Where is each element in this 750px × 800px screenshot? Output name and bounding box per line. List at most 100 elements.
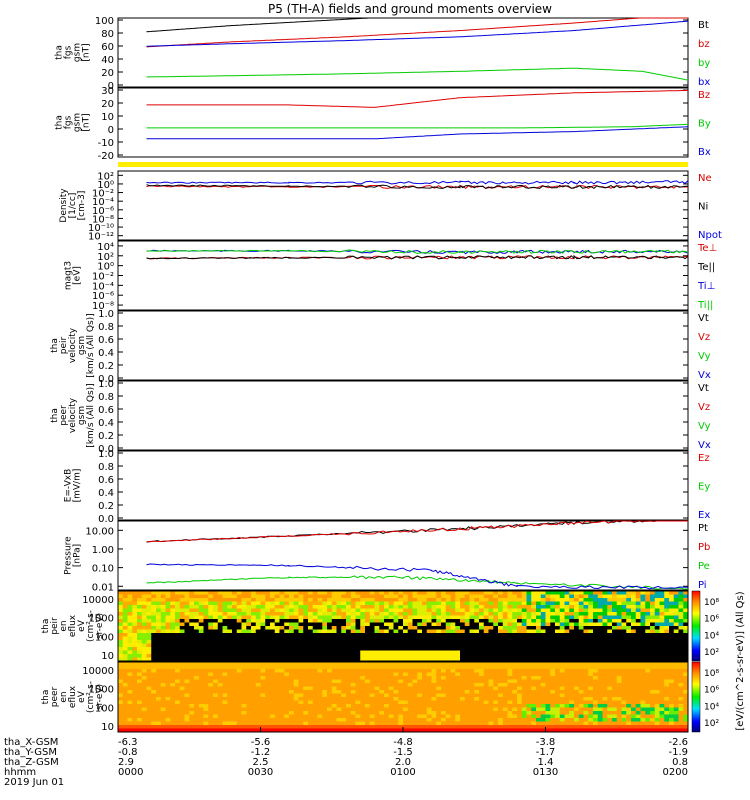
heatmap-cell — [312, 619, 318, 623]
heatmap-cell — [355, 718, 361, 722]
heatmap-cell — [464, 693, 470, 698]
heatmap-cell — [127, 608, 133, 613]
heatmap-cell — [393, 686, 399, 691]
heatmap-cell — [293, 633, 299, 637]
heatmap-cell — [175, 707, 181, 712]
y-tick-label: 100 — [95, 632, 114, 643]
heatmap-cell — [654, 636, 660, 641]
heatmap-cell — [616, 612, 622, 616]
heatmap-cell — [407, 686, 413, 691]
heatmap-cell — [574, 605, 580, 609]
heatmap-cell — [498, 714, 504, 719]
heatmap-cell — [284, 622, 290, 627]
heatmap-cell — [127, 669, 133, 673]
heatmap-cell — [631, 665, 637, 670]
heatmap-cell — [540, 665, 546, 670]
heatmap-cell — [607, 626, 613, 630]
heatmap-cell — [436, 665, 442, 670]
heatmap-cell — [369, 640, 375, 644]
legend-Bx: Bx — [698, 147, 711, 158]
heatmap-cell — [412, 714, 418, 719]
heatmap-cell — [365, 679, 371, 684]
y-tick-label: 40 — [101, 55, 114, 66]
heatmap-cell — [626, 725, 632, 729]
heatmap-cell — [393, 622, 399, 627]
heatmap-cell — [479, 633, 485, 637]
heatmap-cell — [621, 626, 627, 630]
heatmap-cell — [156, 650, 162, 655]
heatmap-cell — [298, 615, 304, 620]
heatmap-cell — [659, 697, 665, 701]
heatmap-cell — [550, 690, 556, 694]
heatmap-cell — [498, 683, 504, 687]
heatmap-cell — [284, 676, 290, 680]
y-axis-label-line: [nPa] — [73, 544, 83, 567]
heatmap-cell — [574, 626, 580, 630]
heatmap-cell — [669, 633, 675, 637]
heatmap-cell — [350, 615, 356, 620]
heatmap-cell — [355, 672, 361, 677]
heatmap-cell — [151, 640, 157, 644]
heatmap-cell — [369, 619, 375, 623]
heatmap-cell — [441, 622, 447, 627]
heatmap-cell — [650, 654, 656, 658]
y-axis-label-line: velocity — [68, 397, 78, 433]
heatmap-cell — [255, 612, 261, 616]
heatmap-cell — [436, 615, 442, 620]
heatmap-cell — [635, 690, 641, 694]
heatmap-cell — [179, 594, 185, 599]
heatmap-cell — [455, 594, 461, 599]
heatmap-cell — [298, 647, 304, 651]
heatmap-cell — [122, 591, 128, 595]
heatmap-cell — [436, 662, 442, 666]
heatmap-cell — [412, 647, 418, 651]
heatmap-cell — [160, 594, 166, 599]
heatmap-cell — [521, 608, 527, 613]
heatmap-cell — [412, 612, 418, 616]
heatmap-cell — [673, 686, 679, 691]
heatmap-cell — [626, 636, 632, 641]
heatmap-cell — [184, 598, 190, 602]
heatmap-cell — [279, 707, 285, 712]
heatmap-cell — [669, 647, 675, 651]
heatmap-cell — [350, 707, 356, 712]
heatmap-cell — [654, 612, 660, 616]
y-tick-label: 1.0 — [98, 379, 114, 390]
heatmap-cell — [265, 672, 271, 677]
heatmap-cell — [384, 640, 390, 644]
heatmap-cell — [593, 629, 599, 634]
heatmap-cell — [469, 672, 475, 677]
heatmap-cell — [483, 654, 489, 658]
heatmap-cell — [426, 711, 432, 715]
heatmap-cell — [574, 676, 580, 680]
heatmap-cell — [498, 636, 504, 641]
heatmap-cell — [213, 693, 219, 698]
heatmap-cell — [322, 629, 328, 634]
heatmap-cell — [540, 591, 546, 595]
heatmap-cell — [517, 700, 523, 705]
heatmap-cell — [255, 598, 261, 602]
heatmap-cell — [146, 591, 152, 595]
heatmap-cell — [578, 665, 584, 670]
heatmap-cell — [488, 633, 494, 637]
heatmap-cell — [165, 711, 171, 715]
heatmap-cell — [255, 714, 261, 719]
heatmap-cell — [308, 636, 314, 641]
heatmap-cell — [612, 608, 618, 613]
heatmap-cell — [260, 650, 266, 655]
heatmap-cell — [464, 629, 470, 634]
heatmap-cell — [388, 693, 394, 698]
heatmap-cell — [308, 693, 314, 698]
heatmap-cell — [659, 690, 665, 694]
heatmap-cell — [198, 676, 204, 680]
heatmap-cell — [583, 718, 589, 722]
heatmap-cell — [664, 591, 670, 595]
heatmap-cell — [274, 626, 280, 630]
heatmap-cell — [436, 633, 442, 637]
heatmap-cell — [232, 718, 238, 722]
heatmap-cell — [488, 718, 494, 722]
heatmap-cell — [336, 622, 342, 627]
heatmap-cell — [488, 629, 494, 634]
heatmap-cell — [232, 647, 238, 651]
heatmap-cell — [678, 633, 684, 637]
